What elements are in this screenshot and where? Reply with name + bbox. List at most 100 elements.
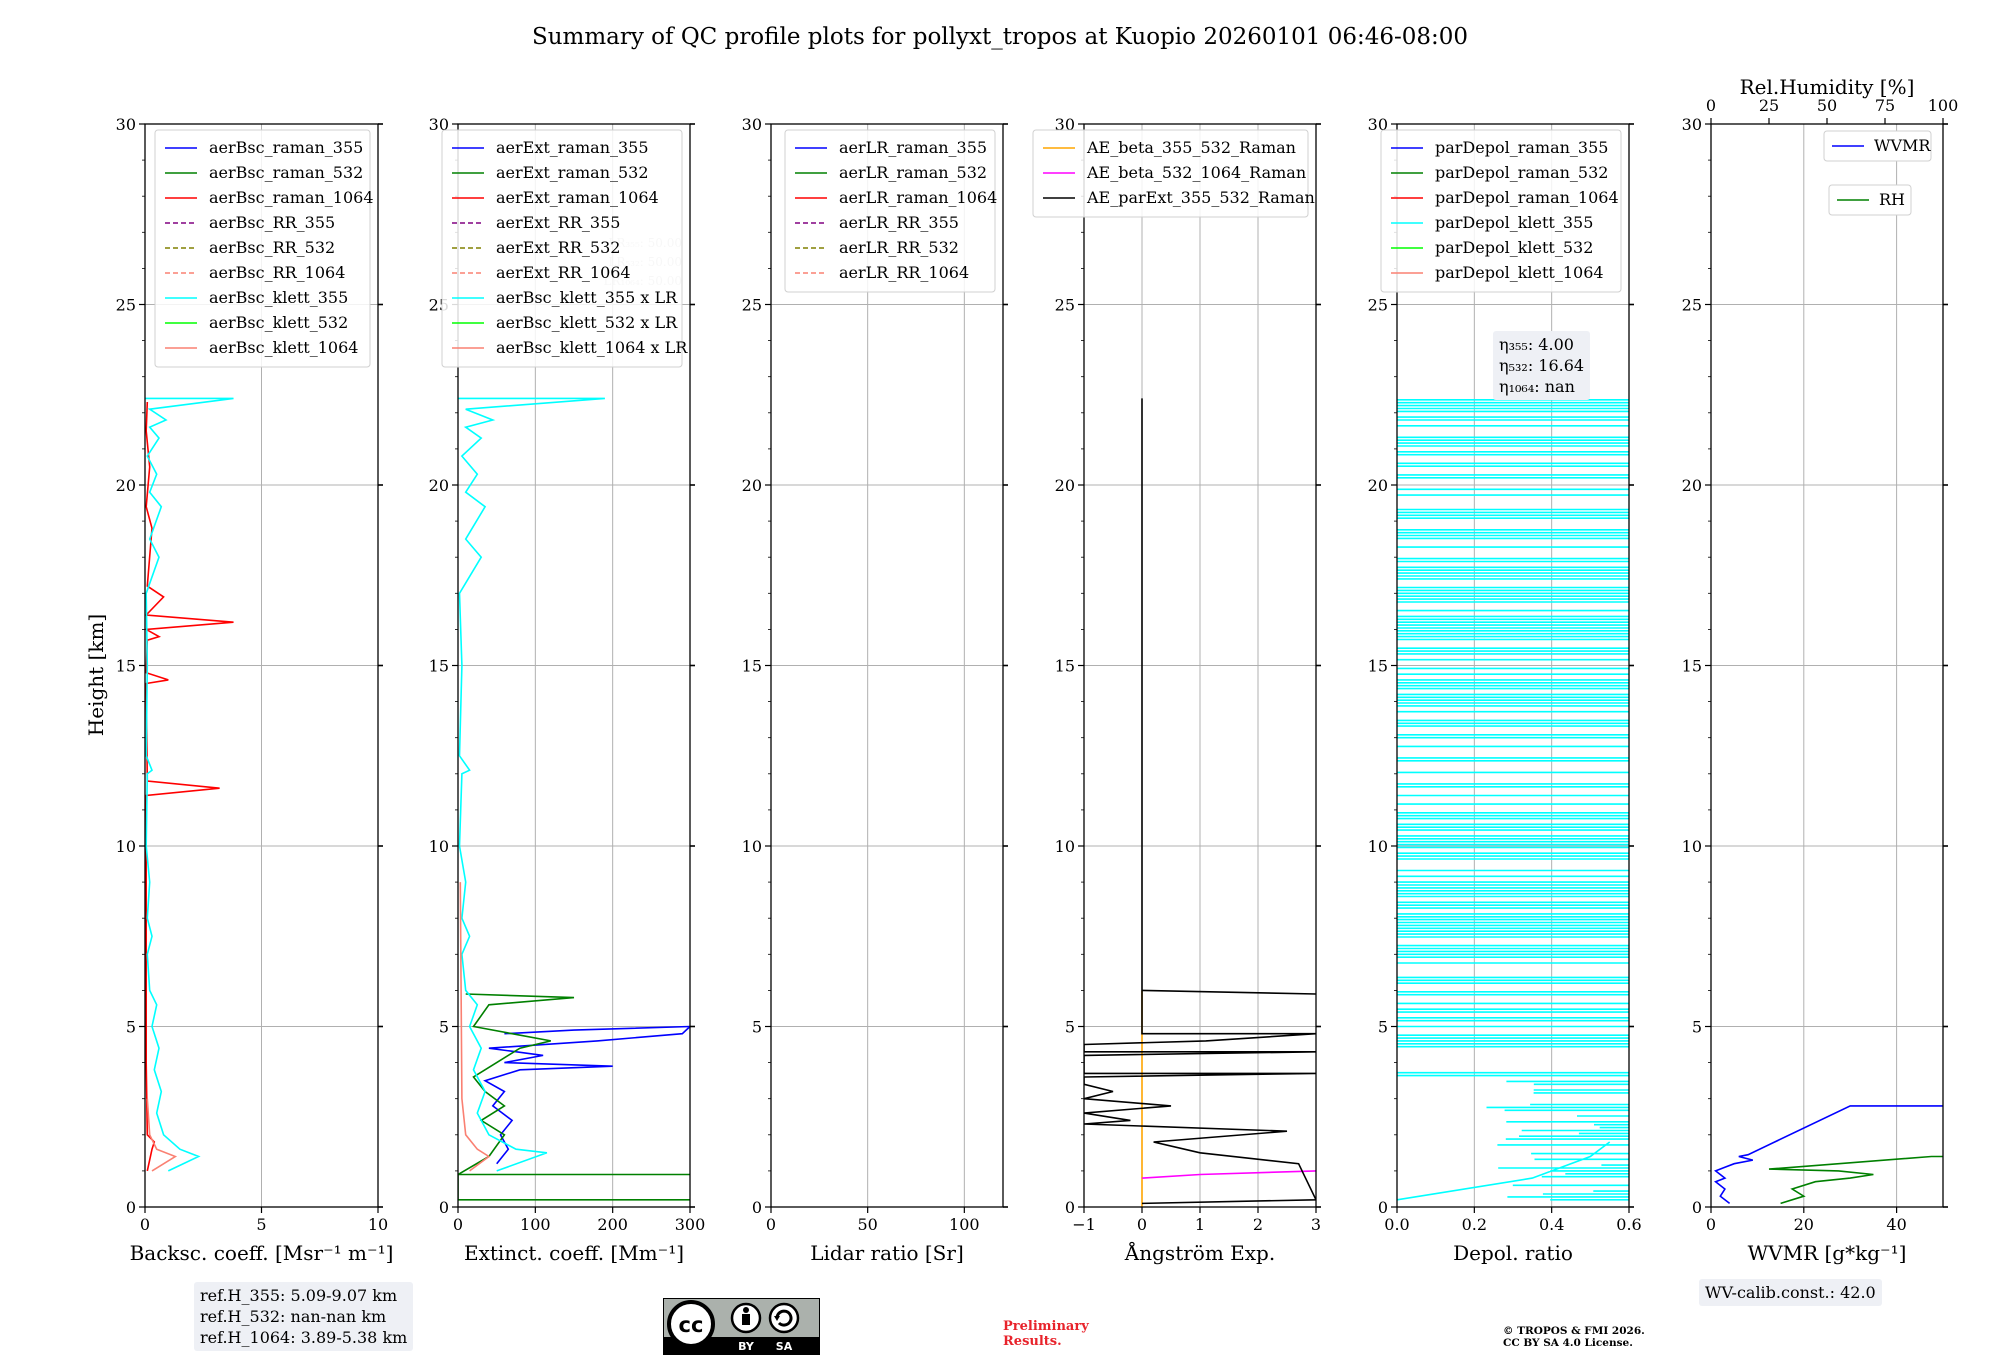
y-tick-label: 25 — [116, 296, 136, 315]
x-tick-label: 5 — [256, 1215, 266, 1234]
ref-height-1064: ref.H_1064: 3.89-5.38 km — [200, 1328, 408, 1347]
legend-entry: aerBsc_RR_1064 — [209, 263, 345, 282]
series-line-WVMR — [1713, 1105, 1943, 1205]
eta-box: η₃₅₅: 4.00 η₅₃₂: 16.64 η₁₀₆₄: nan — [1493, 331, 1591, 400]
y-tick-label: 10 — [1368, 837, 1388, 856]
y-tick-label: 15 — [742, 657, 762, 676]
y-tick-label: 15 — [116, 657, 136, 676]
x-tick-label: 0 — [1137, 1215, 1147, 1234]
top-x-tick-label: 100 — [1928, 96, 1959, 115]
y-tick-label: 20 — [1055, 476, 1075, 495]
y-tick-label: 25 — [1368, 296, 1388, 315]
y-tick-label: 30 — [1682, 115, 1702, 134]
legend-wvmr: WVMR — [1823, 130, 1932, 162]
x-axis-label: Backsc. coeff. [Msr⁻¹ m⁻¹] — [130, 1241, 394, 1265]
legend: aerExt_raman_355 aerExt_raman_532 aerExt_r… — [441, 129, 688, 368]
legend-entry: aerExt_RR_532 — [496, 238, 620, 257]
legend-entry: aerBsc_raman_1064 — [209, 188, 374, 207]
copyright-line-1: © TROPOS & FMI 2026. — [1503, 1325, 1645, 1337]
y-tick-label: 0 — [126, 1198, 136, 1217]
legend-entry: parDepol_raman_532 — [1435, 163, 1608, 182]
y-tick-label: 25 — [1055, 296, 1075, 315]
preliminary-line-2: Results. — [1003, 1334, 1062, 1349]
panel-series — [1713, 1105, 1943, 1205]
legend-entry: parDepol_klett_355 — [1435, 213, 1593, 232]
x-tick-label: 50 — [857, 1215, 877, 1234]
panel-depolarization: 0 5 10 15 20 25 30 0.0 0.2 0.4 0.6 Depol. ratio parD… — [1368, 115, 1642, 1265]
top-x-tick-label: 0 — [1706, 96, 1716, 115]
y-tick-label: 15 — [1682, 657, 1702, 676]
legend-entry: aerExt_RR_355 — [496, 213, 620, 232]
panel-series — [458, 397, 690, 1201]
sa-label: SA — [776, 1340, 793, 1353]
x-axis-label: Depol. ratio — [1453, 1241, 1573, 1265]
y-tick-label: 20 — [742, 476, 762, 495]
series-line-RH — [1768, 1155, 1943, 1205]
y-tick-label: 0 — [1378, 1198, 1388, 1217]
legend-frame — [1828, 184, 1912, 216]
x-tick-label: 3 — [1311, 1215, 1321, 1234]
x-tick-label: 0 — [140, 1215, 150, 1234]
cc-license-logo: cc BY SA — [663, 1298, 820, 1355]
x-tick-label: 40 — [1886, 1215, 1906, 1234]
by-label: BY — [738, 1340, 755, 1353]
series-line-aerExt-raman-355 — [483, 1025, 690, 1165]
x-tick-label: 100 — [520, 1215, 551, 1234]
legend-entry: aerExt_raman_1064 — [496, 188, 659, 207]
top-x-axis-label: Rel.Humidity [%] — [1740, 75, 1915, 99]
legend-entry: AE_beta_532_1064_Raman — [1086, 163, 1306, 182]
x-tick-label: 0.0 — [1384, 1215, 1409, 1234]
legend-entry: aerLR_raman_355 — [839, 138, 987, 157]
series-line-AE-parExt-355-532-Raman — [1084, 398, 1316, 1205]
legend: AE_beta_355_532_Raman AE_beta_532_1064_Ra… — [1032, 129, 1315, 218]
x-tick-label: 100 — [949, 1215, 980, 1234]
y-tick-label: 30 — [429, 115, 449, 134]
x-tick-label: 0.2 — [1462, 1215, 1487, 1234]
x-tick-label: 20 — [1794, 1215, 1814, 1234]
legend-entry: aerBsc_klett_532 x LR — [496, 313, 678, 332]
panel-series — [145, 397, 234, 1172]
y-tick-label: 5 — [1065, 1018, 1075, 1037]
legend-entry: parDepol_raman_1064 — [1435, 188, 1619, 207]
y-tick-label: 5 — [126, 1018, 136, 1037]
x-tick-label: 0.4 — [1539, 1215, 1564, 1234]
y-tick-label: 0 — [1692, 1198, 1702, 1217]
y-tick-label: 5 — [752, 1018, 762, 1037]
series-line-aerBsc-raman-1064 — [145, 401, 234, 1172]
panel-series — [1084, 398, 1316, 1207]
figure-title: Summary of QC profile plots for pollyxt_… — [532, 24, 1468, 50]
series-line-parDepol_klett_355 — [1397, 399, 1629, 1201]
series-line-AE-beta-532-1064-Raman — [1141, 1170, 1316, 1179]
panel-backscatter: 0 5 10 15 20 25 30 0 5 10 Backsc. coeff. [Msr⁻¹ m⁻… — [116, 115, 394, 1265]
legend: aerLR_raman_355 aerLR_raman_532 aerLR_rama… — [784, 129, 997, 293]
y-tick-label: 20 — [1368, 476, 1388, 495]
y-tick-label: 0 — [752, 1198, 762, 1217]
y-tick-label: 30 — [742, 115, 762, 134]
legend-entry: AE_beta_355_532_Raman — [1086, 138, 1296, 157]
x-axis-label: Extinct. coeff. [Mm⁻¹] — [464, 1241, 684, 1265]
top-x-tick-label: 75 — [1875, 96, 1895, 115]
legend-entry: AE_parExt_355_532_Raman — [1086, 188, 1315, 207]
legend-frame — [1032, 129, 1309, 218]
y-tick-label: 15 — [1368, 657, 1388, 676]
legend-entry: aerLR_RR_1064 — [839, 263, 969, 282]
preliminary-note: Preliminary Results. — [1003, 1319, 1089, 1349]
svg-text:cc: cc — [679, 1313, 704, 1337]
legend: parDepol_raman_355 parDepol_raman_532 parD… — [1380, 129, 1622, 293]
y-tick-label: 10 — [1682, 837, 1702, 856]
legend-entry: RH — [1879, 190, 1905, 209]
legend-entry: aerLR_RR_532 — [839, 238, 959, 257]
legend-entry: aerLR_raman_532 — [839, 163, 987, 182]
sa-icon — [768, 1302, 800, 1334]
legend-entry: aerBsc_raman_532 — [209, 163, 363, 182]
y-tick-label: 30 — [116, 115, 136, 134]
x-tick-label: 200 — [597, 1215, 628, 1234]
legend-entry: aerLR_RR_355 — [839, 213, 959, 232]
x-axis-label: Ångström Exp. — [1124, 1240, 1275, 1265]
y-axis-label: Height [km] — [84, 614, 108, 736]
x-tick-label: 10 — [368, 1215, 388, 1234]
y-tick-label: 5 — [1378, 1018, 1388, 1037]
preliminary-line-1: Preliminary — [1003, 1319, 1089, 1334]
